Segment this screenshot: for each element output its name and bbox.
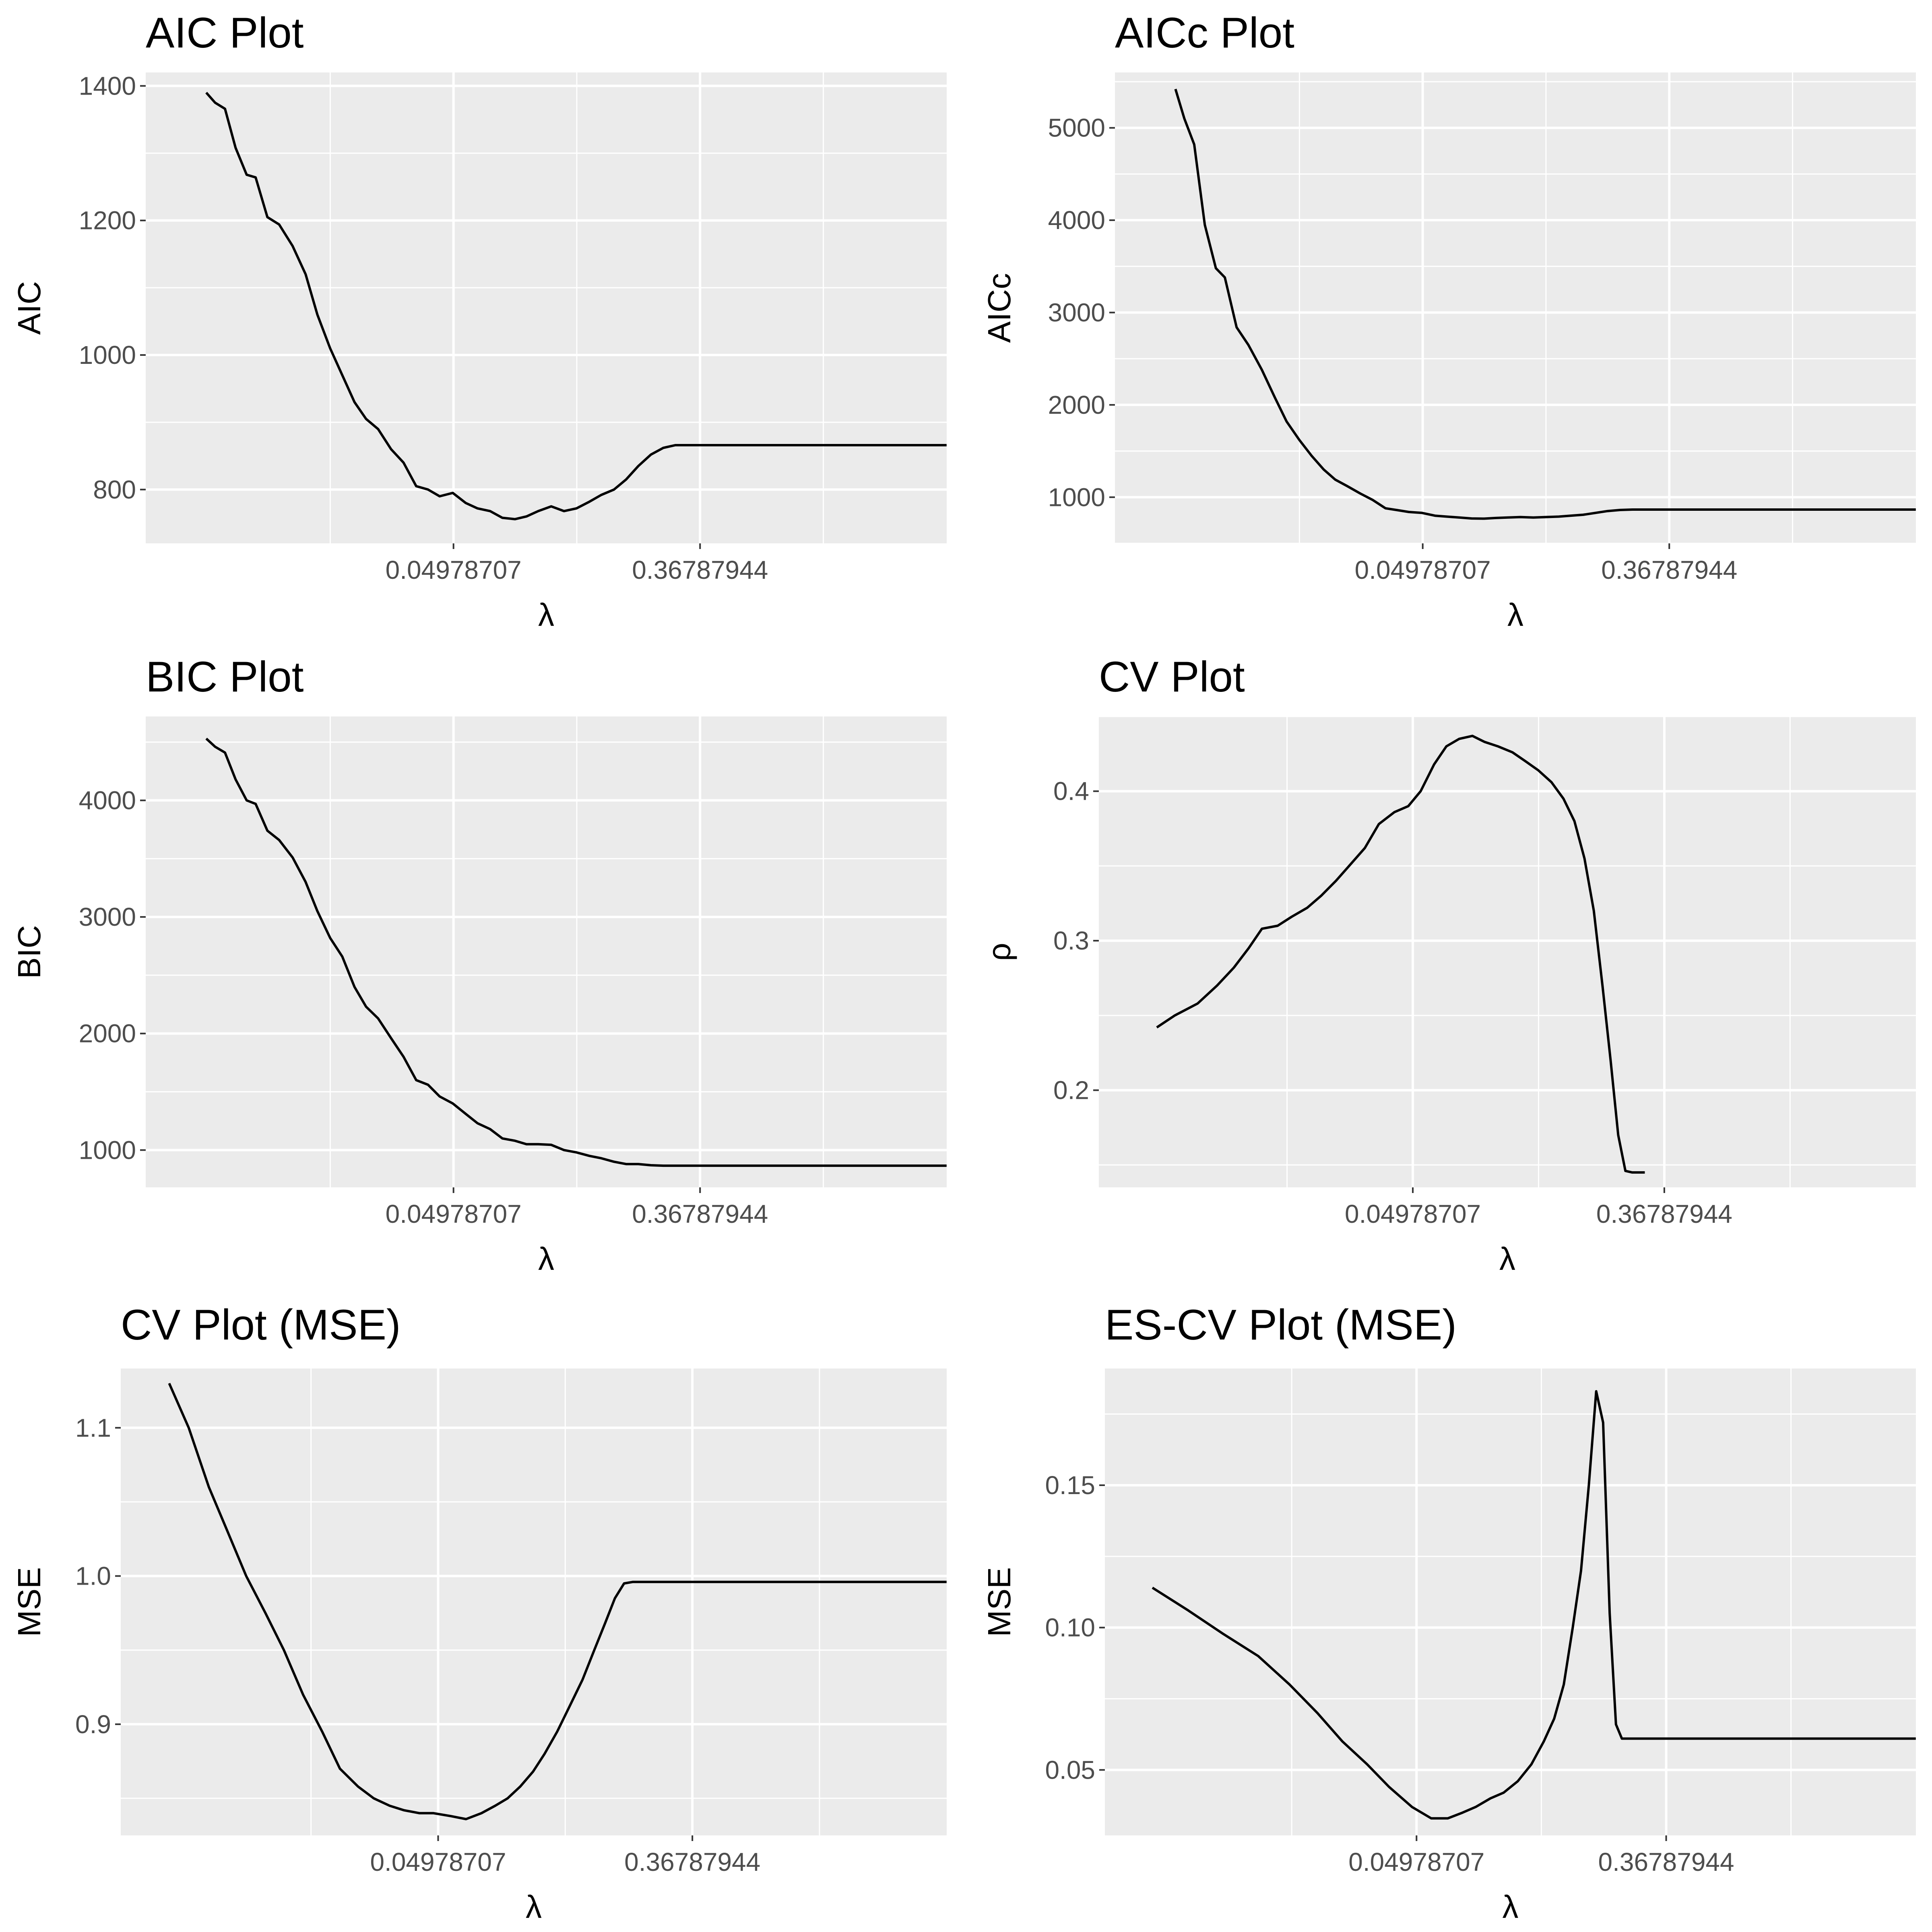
y-tick-label: 1000 (79, 341, 136, 369)
series-line (205, 737, 947, 1167)
panel-6: 0.05 0.10 0.15 0.04978707 0.36787944 ES-CV Pl… (981, 1300, 1916, 1925)
x-tick-label: 0.36787944 (624, 1847, 760, 1876)
y-tick-label: 1400 (79, 71, 136, 100)
panel-title: BIC Plot (146, 652, 303, 701)
panel-title: CV Plot (MSE) (121, 1300, 401, 1349)
y-axis-label: MSE (11, 1567, 47, 1637)
y-tick-label: 1.0 (75, 1562, 111, 1591)
panel-title: AIC Plot (146, 8, 303, 57)
y-tick-label: 1000 (1048, 483, 1105, 512)
x-axis-label: λ (1503, 1889, 1519, 1925)
plot-background (121, 1368, 947, 1835)
x-axis-label: λ (538, 1241, 554, 1277)
x-tick-label: 0.04978707 (386, 1199, 522, 1228)
y-tick-label: 2000 (79, 1019, 136, 1048)
y-tick-label: 2000 (1048, 390, 1105, 419)
x-tick-label: 0.36787944 (1598, 1847, 1734, 1876)
x-axis-label: λ (1499, 1241, 1515, 1277)
y-tick-label: 0.3 (1053, 926, 1089, 955)
plot-background (1115, 72, 1916, 543)
panel-4: 0.2 0.3 0.4 0.04978707 0.36787944 CV Plot λ ρ (981, 652, 1916, 1277)
y-tick-label: 800 (93, 475, 136, 504)
plot-background (146, 716, 947, 1187)
y-tick-label: 4000 (1048, 206, 1105, 235)
y-tick-label: 0.4 (1053, 777, 1089, 806)
x-tick-label: 0.04978707 (1345, 1199, 1481, 1228)
plot-background (1099, 716, 1916, 1187)
panel-2: 1000 2000 3000 4000 5000 0.04978707 0.36787944… (981, 8, 1916, 633)
series-line (1174, 89, 1916, 520)
y-tick-label: 5000 (1048, 114, 1105, 142)
y-tick-label: 1200 (79, 206, 136, 235)
y-tick-label: 3000 (79, 902, 136, 931)
x-axis-label: λ (538, 597, 554, 633)
x-tick-label: 0.04978707 (370, 1847, 506, 1876)
y-axis-label: AICc (981, 273, 1017, 343)
x-tick-label: 0.04978707 (386, 555, 522, 584)
plot-background (1105, 1368, 1916, 1835)
x-tick-label: 0.04978707 (1348, 1847, 1484, 1876)
panel-1: 800 1000 1200 1400 0.04978707 0.36787944 AIC P… (11, 8, 947, 633)
x-tick-label: 0.36787944 (632, 1199, 768, 1228)
y-tick-label: 1.1 (75, 1413, 111, 1442)
y-tick-label: 4000 (79, 786, 136, 815)
y-tick-label: 0.05 (1045, 1755, 1095, 1784)
y-axis-label: ρ (981, 943, 1017, 961)
panels: 800 1000 1200 1400 0.04978707 0.36787944 AIC P… (11, 8, 1916, 1925)
series-line (1152, 1390, 1916, 1820)
panel-title: ES-CV Plot (MSE) (1105, 1300, 1457, 1349)
panel-5: 0.9 1.0 1.1 0.04978707 0.36787944 CV Plot (MS… (11, 1300, 947, 1925)
y-tick-label: 0.9 (75, 1710, 111, 1739)
x-axis-label: λ (526, 1889, 542, 1925)
series-line (205, 92, 947, 520)
series-line (168, 1383, 947, 1821)
x-tick-label: 0.36787944 (632, 555, 768, 584)
x-tick-label: 0.36787944 (1601, 555, 1737, 584)
plot-background (146, 72, 947, 543)
x-axis-label: λ (1507, 597, 1523, 633)
y-axis-label: BIC (11, 925, 47, 978)
y-tick-label: 0.10 (1045, 1613, 1095, 1642)
panel-title: CV Plot (1099, 652, 1245, 701)
panel-3: 1000 2000 3000 4000 0.04978707 0.36787944 BIC … (11, 652, 947, 1277)
y-tick-label: 1000 (79, 1135, 136, 1164)
y-tick-label: 3000 (1048, 298, 1105, 327)
y-axis-label: MSE (981, 1567, 1017, 1637)
panel-title: AICc Plot (1115, 8, 1294, 57)
y-tick-label: 0.15 (1045, 1471, 1095, 1500)
y-axis-label: AIC (11, 281, 47, 334)
series-line (1156, 735, 1645, 1174)
x-tick-label: 0.04978707 (1355, 555, 1491, 584)
x-tick-label: 0.36787944 (1596, 1199, 1732, 1228)
y-tick-label: 0.2 (1053, 1076, 1089, 1105)
